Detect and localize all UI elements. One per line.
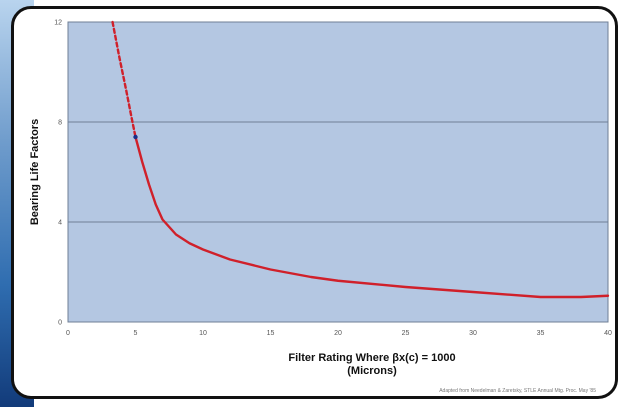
- chart-card: [11, 6, 618, 399]
